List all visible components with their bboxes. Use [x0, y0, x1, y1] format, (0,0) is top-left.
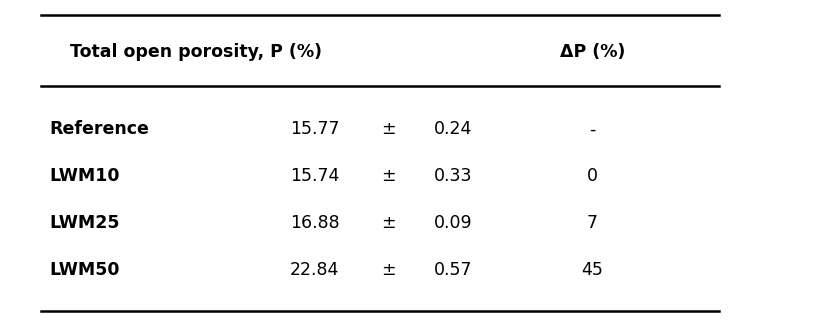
Text: ΔP (%): ΔP (%)	[560, 43, 625, 61]
Text: LWM25: LWM25	[49, 214, 119, 233]
Text: 7: 7	[587, 214, 598, 233]
Text: ±: ±	[381, 167, 395, 185]
Text: LWM10: LWM10	[49, 167, 119, 185]
Text: 0.09: 0.09	[434, 214, 473, 233]
Text: 45: 45	[582, 261, 603, 280]
Text: ±: ±	[381, 120, 395, 138]
Text: 0: 0	[587, 167, 598, 185]
Text: ±: ±	[381, 214, 395, 233]
Text: Reference: Reference	[49, 120, 149, 138]
Text: ±: ±	[381, 261, 395, 280]
Text: Total open porosity, P (%): Total open porosity, P (%)	[70, 43, 322, 61]
Text: 0.33: 0.33	[434, 167, 473, 185]
Text: 16.88: 16.88	[290, 214, 339, 233]
Text: LWM50: LWM50	[49, 261, 119, 280]
Text: -: -	[589, 120, 596, 138]
Text: 0.57: 0.57	[434, 261, 473, 280]
Text: 15.74: 15.74	[290, 167, 339, 185]
Text: 15.77: 15.77	[290, 120, 339, 138]
Text: 0.24: 0.24	[435, 120, 472, 138]
Text: 22.84: 22.84	[290, 261, 339, 280]
